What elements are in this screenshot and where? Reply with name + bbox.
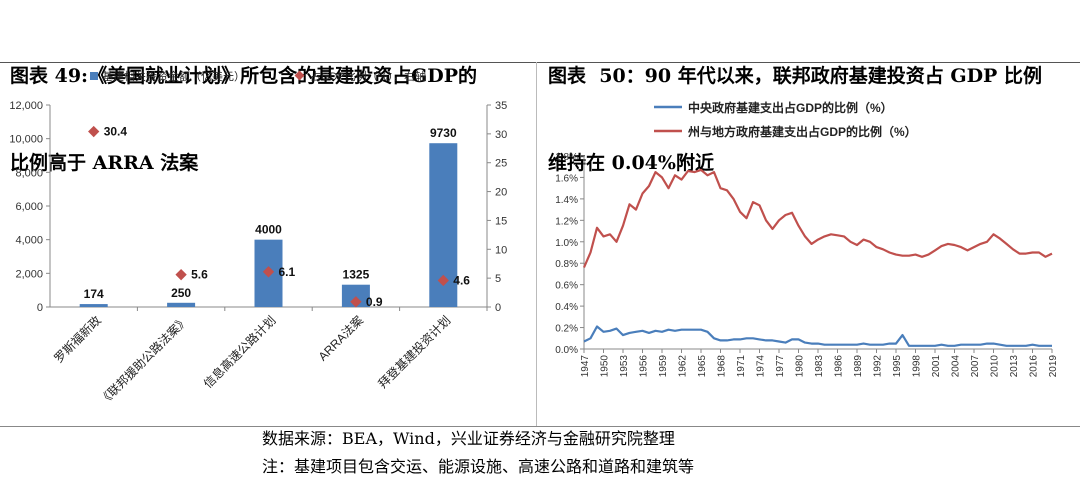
- x-tick-label: 1989: [853, 355, 864, 378]
- x-tick-label: 1965: [697, 355, 708, 378]
- top-rule: [0, 62, 1080, 63]
- x-tick-label: 2001: [931, 355, 942, 378]
- bar-data-label: 174: [84, 287, 104, 301]
- y-tick-label: 1.4%: [555, 195, 578, 206]
- legend-marker-label: 占GDP比例（%），右轴: [310, 69, 426, 83]
- right-y-tick-label: 25: [495, 158, 507, 170]
- x-tick-label: 1992: [873, 355, 884, 378]
- bar: [341, 284, 370, 307]
- source-note: 数据来源：BEA，Wind，兴业证券经济与金融研究院整理: [262, 429, 675, 448]
- right-y-tick-label: 0: [495, 302, 501, 314]
- left-chart-title: 图表 49:《美国就业计划》所包含的基建投资占GDP的 比例高于 ARRA 法案: [10, 4, 477, 207]
- legend-label: 州与地方政府基建支出占GDP的比例（%）: [687, 124, 917, 139]
- x-tick-label: 2007: [970, 355, 981, 378]
- bar-data-label: 250: [171, 286, 191, 300]
- marker-data-label: 30.4: [104, 125, 128, 139]
- left-y-tick-label: 10,000: [9, 134, 43, 146]
- y-tick-label: 0.8%: [555, 259, 578, 270]
- state-local-line: [582, 168, 1053, 268]
- y-tick-label: 1.2%: [555, 216, 578, 227]
- x-tick-label: 1962: [678, 355, 689, 378]
- marker-data-label: 4.6: [453, 273, 470, 287]
- x-tick-label: 2013: [1009, 355, 1020, 378]
- gdp-share-marker: [437, 274, 449, 287]
- left-y-tick-label: 6,000: [15, 201, 43, 213]
- category-label: 《联邦援助公路法案》: [96, 313, 191, 408]
- right-y-tick-label: 30: [495, 129, 507, 141]
- marker-data-label: 6.1: [279, 265, 296, 279]
- left-y-tick-label: 4,000: [15, 235, 43, 247]
- right-y-tick-label: 10: [495, 244, 507, 256]
- marker-data-label: 0.9: [366, 295, 383, 309]
- right-y-tick-label: 5: [495, 273, 501, 285]
- x-tick-label: 1968: [717, 355, 728, 378]
- bar-data-label: 4000: [255, 223, 282, 237]
- x-tick-label: 1950: [600, 355, 611, 378]
- left-y-tick-label: 2,000: [15, 268, 43, 280]
- right-y-tick-label: 20: [495, 187, 507, 199]
- panel-separator: [536, 62, 537, 426]
- right-y-tick-label: 15: [495, 215, 507, 227]
- y-tick-label: 0.2%: [555, 324, 578, 335]
- left-y-tick-label: 8,000: [15, 167, 43, 179]
- gdp-share-marker: [350, 296, 362, 308]
- x-tick-label: 1953: [619, 355, 630, 378]
- bar-data-label: 1325: [343, 268, 370, 282]
- x-tick-label: 1971: [736, 355, 747, 378]
- category-label: ARRA法案: [315, 313, 366, 364]
- y-tick-label: 1.0%: [555, 238, 578, 249]
- left-title-line2: 比例高于 ARRA 法案: [10, 152, 199, 174]
- y-tick-label: 0.6%: [555, 281, 578, 292]
- left-bar-chart: 0 2,000 4,000 6,000 8,000 10,000 12,000 0 5 10 15 2…: [9, 69, 507, 408]
- gdp-share-marker: [262, 266, 275, 278]
- y-tick-label: 1.8%: [555, 152, 578, 163]
- legend-marker-swatch: [294, 70, 305, 81]
- right-line-chart: 0.0% 0.2% 0.4% 0.6% 0.8% 1.0% 1.2% 1.4% 1.6% 1.8%…: [555, 100, 1059, 378]
- bar-data-label: 9730: [430, 126, 457, 140]
- y-tick-label: 0.0%: [555, 345, 578, 356]
- x-tick-label: 1947: [580, 355, 591, 378]
- gdp-share-marker: [175, 269, 187, 281]
- category-label: 拜登基建投资计划: [375, 313, 453, 391]
- x-tick-label: 1974: [756, 355, 767, 378]
- x-tick-label: 1980: [795, 355, 806, 378]
- gdp-share-marker: [88, 125, 100, 138]
- x-tick-label: 1995: [892, 355, 903, 378]
- x-tick-label: 1998: [912, 355, 923, 378]
- bottom-rule: [0, 426, 1080, 427]
- bar: [167, 302, 196, 307]
- category-label: 信息高速公路计划: [200, 313, 278, 391]
- x-tick-label: 1956: [639, 355, 650, 378]
- x-tick-label: 1986: [834, 355, 845, 378]
- y-tick-label: 1.6%: [555, 173, 578, 184]
- x-tick-label: 1977: [775, 355, 786, 378]
- x-tick-label: 2004: [951, 355, 962, 378]
- category-label: 罗斯福新政: [51, 313, 104, 366]
- legend-bar-label: 基建相关投资金额（亿美元）: [102, 69, 245, 83]
- x-tick-label: 2016: [1029, 355, 1040, 378]
- left-y-tick-label: 12,000: [9, 100, 43, 112]
- x-tick-label: 2010: [990, 355, 1001, 378]
- right-title-line2: 维持在 0.04%附近: [548, 152, 714, 174]
- federal-line: [583, 325, 1052, 347]
- right-y-tick-label: 35: [495, 100, 507, 112]
- marker-data-label: 5.6: [191, 268, 208, 282]
- footnote: 注：基建项目包含交运、能源设施、高速公路和道路和建筑等: [262, 457, 695, 476]
- right-chart-title: 图表 50：90 年代以来，联邦政府基建投资占 GDP 比例 维持在 0.04%…: [548, 4, 1042, 207]
- legend-label: 中央政府基建支出占GDP的比例（%）: [688, 100, 893, 115]
- x-tick-label: 1983: [814, 355, 825, 378]
- y-tick-label: 0.4%: [555, 302, 578, 313]
- left-title-line1: 图表 49:《美国就业计划》所包含的基建投资占GDP的: [10, 65, 478, 87]
- bar: [79, 304, 108, 307]
- legend-bar-swatch: [90, 72, 98, 80]
- x-tick-label: 2019: [1048, 355, 1059, 378]
- x-tick-label: 1959: [658, 355, 669, 378]
- left-y-tick-label: 0: [37, 302, 43, 314]
- right-title-line1: 图表 50：90 年代以来，联邦政府基建投资占 GDP 比例: [548, 65, 1042, 87]
